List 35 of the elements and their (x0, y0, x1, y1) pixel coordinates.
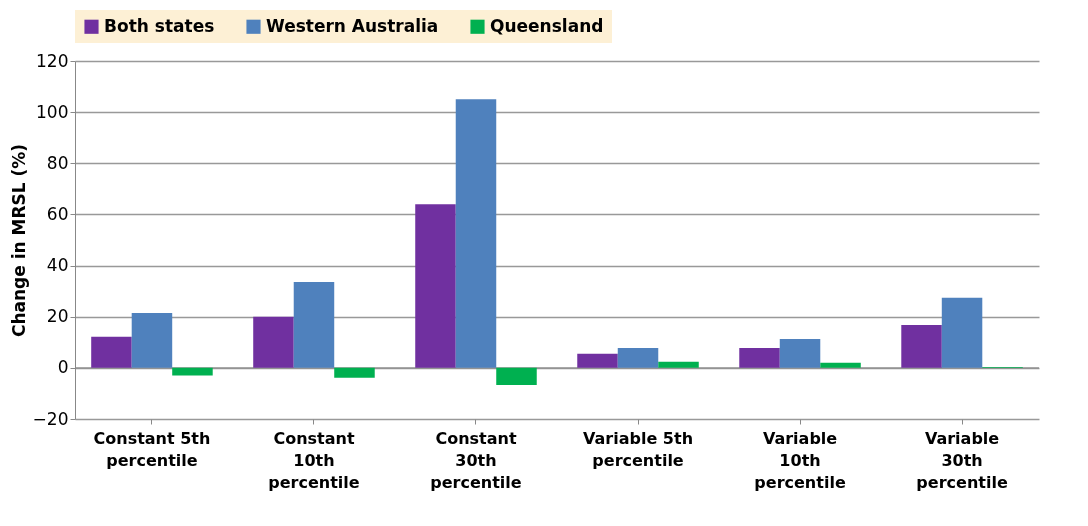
x-tick-label: Constant 30th percentile (430, 428, 522, 492)
y-axis-title: Change in MRSL (%) (8, 143, 29, 338)
bar (658, 361, 699, 368)
bar (172, 367, 213, 376)
bar (901, 324, 942, 368)
bar (334, 367, 375, 378)
bar (496, 367, 537, 385)
legend-label: Western Australia (266, 15, 439, 36)
y-tick-label: 60 (46, 203, 69, 224)
x-tick-label: Variable 10th percentile (754, 428, 846, 492)
bar (577, 353, 618, 368)
y-tick-label: 40 (46, 255, 69, 276)
y-tick-label: −20 (32, 408, 69, 429)
y-tick-label: 100 (36, 101, 69, 122)
y-tick-label: 80 (46, 152, 69, 173)
bar (131, 312, 173, 368)
bar (455, 99, 497, 368)
y-tick-label: 0 (57, 357, 69, 378)
bar (779, 338, 821, 368)
bar (739, 347, 780, 368)
bar (253, 316, 294, 368)
bar (91, 336, 132, 368)
y-tick-label: 20 (46, 306, 69, 327)
bar (293, 281, 335, 368)
x-tick-label: Constant 5th percentile (93, 428, 211, 470)
bar (941, 297, 983, 368)
bar (415, 204, 456, 368)
x-tick-label: Constant 10th percentile (268, 428, 360, 492)
legend-label: Both states (104, 15, 215, 36)
x-tick-label: Variable 30th percentile (916, 428, 1008, 492)
bar (617, 347, 659, 368)
legend-label: Queensland (490, 15, 604, 36)
x-tick-label: Variable 5th percentile (583, 428, 694, 470)
bar (820, 362, 861, 368)
y-tick-label: 120 (36, 50, 69, 71)
